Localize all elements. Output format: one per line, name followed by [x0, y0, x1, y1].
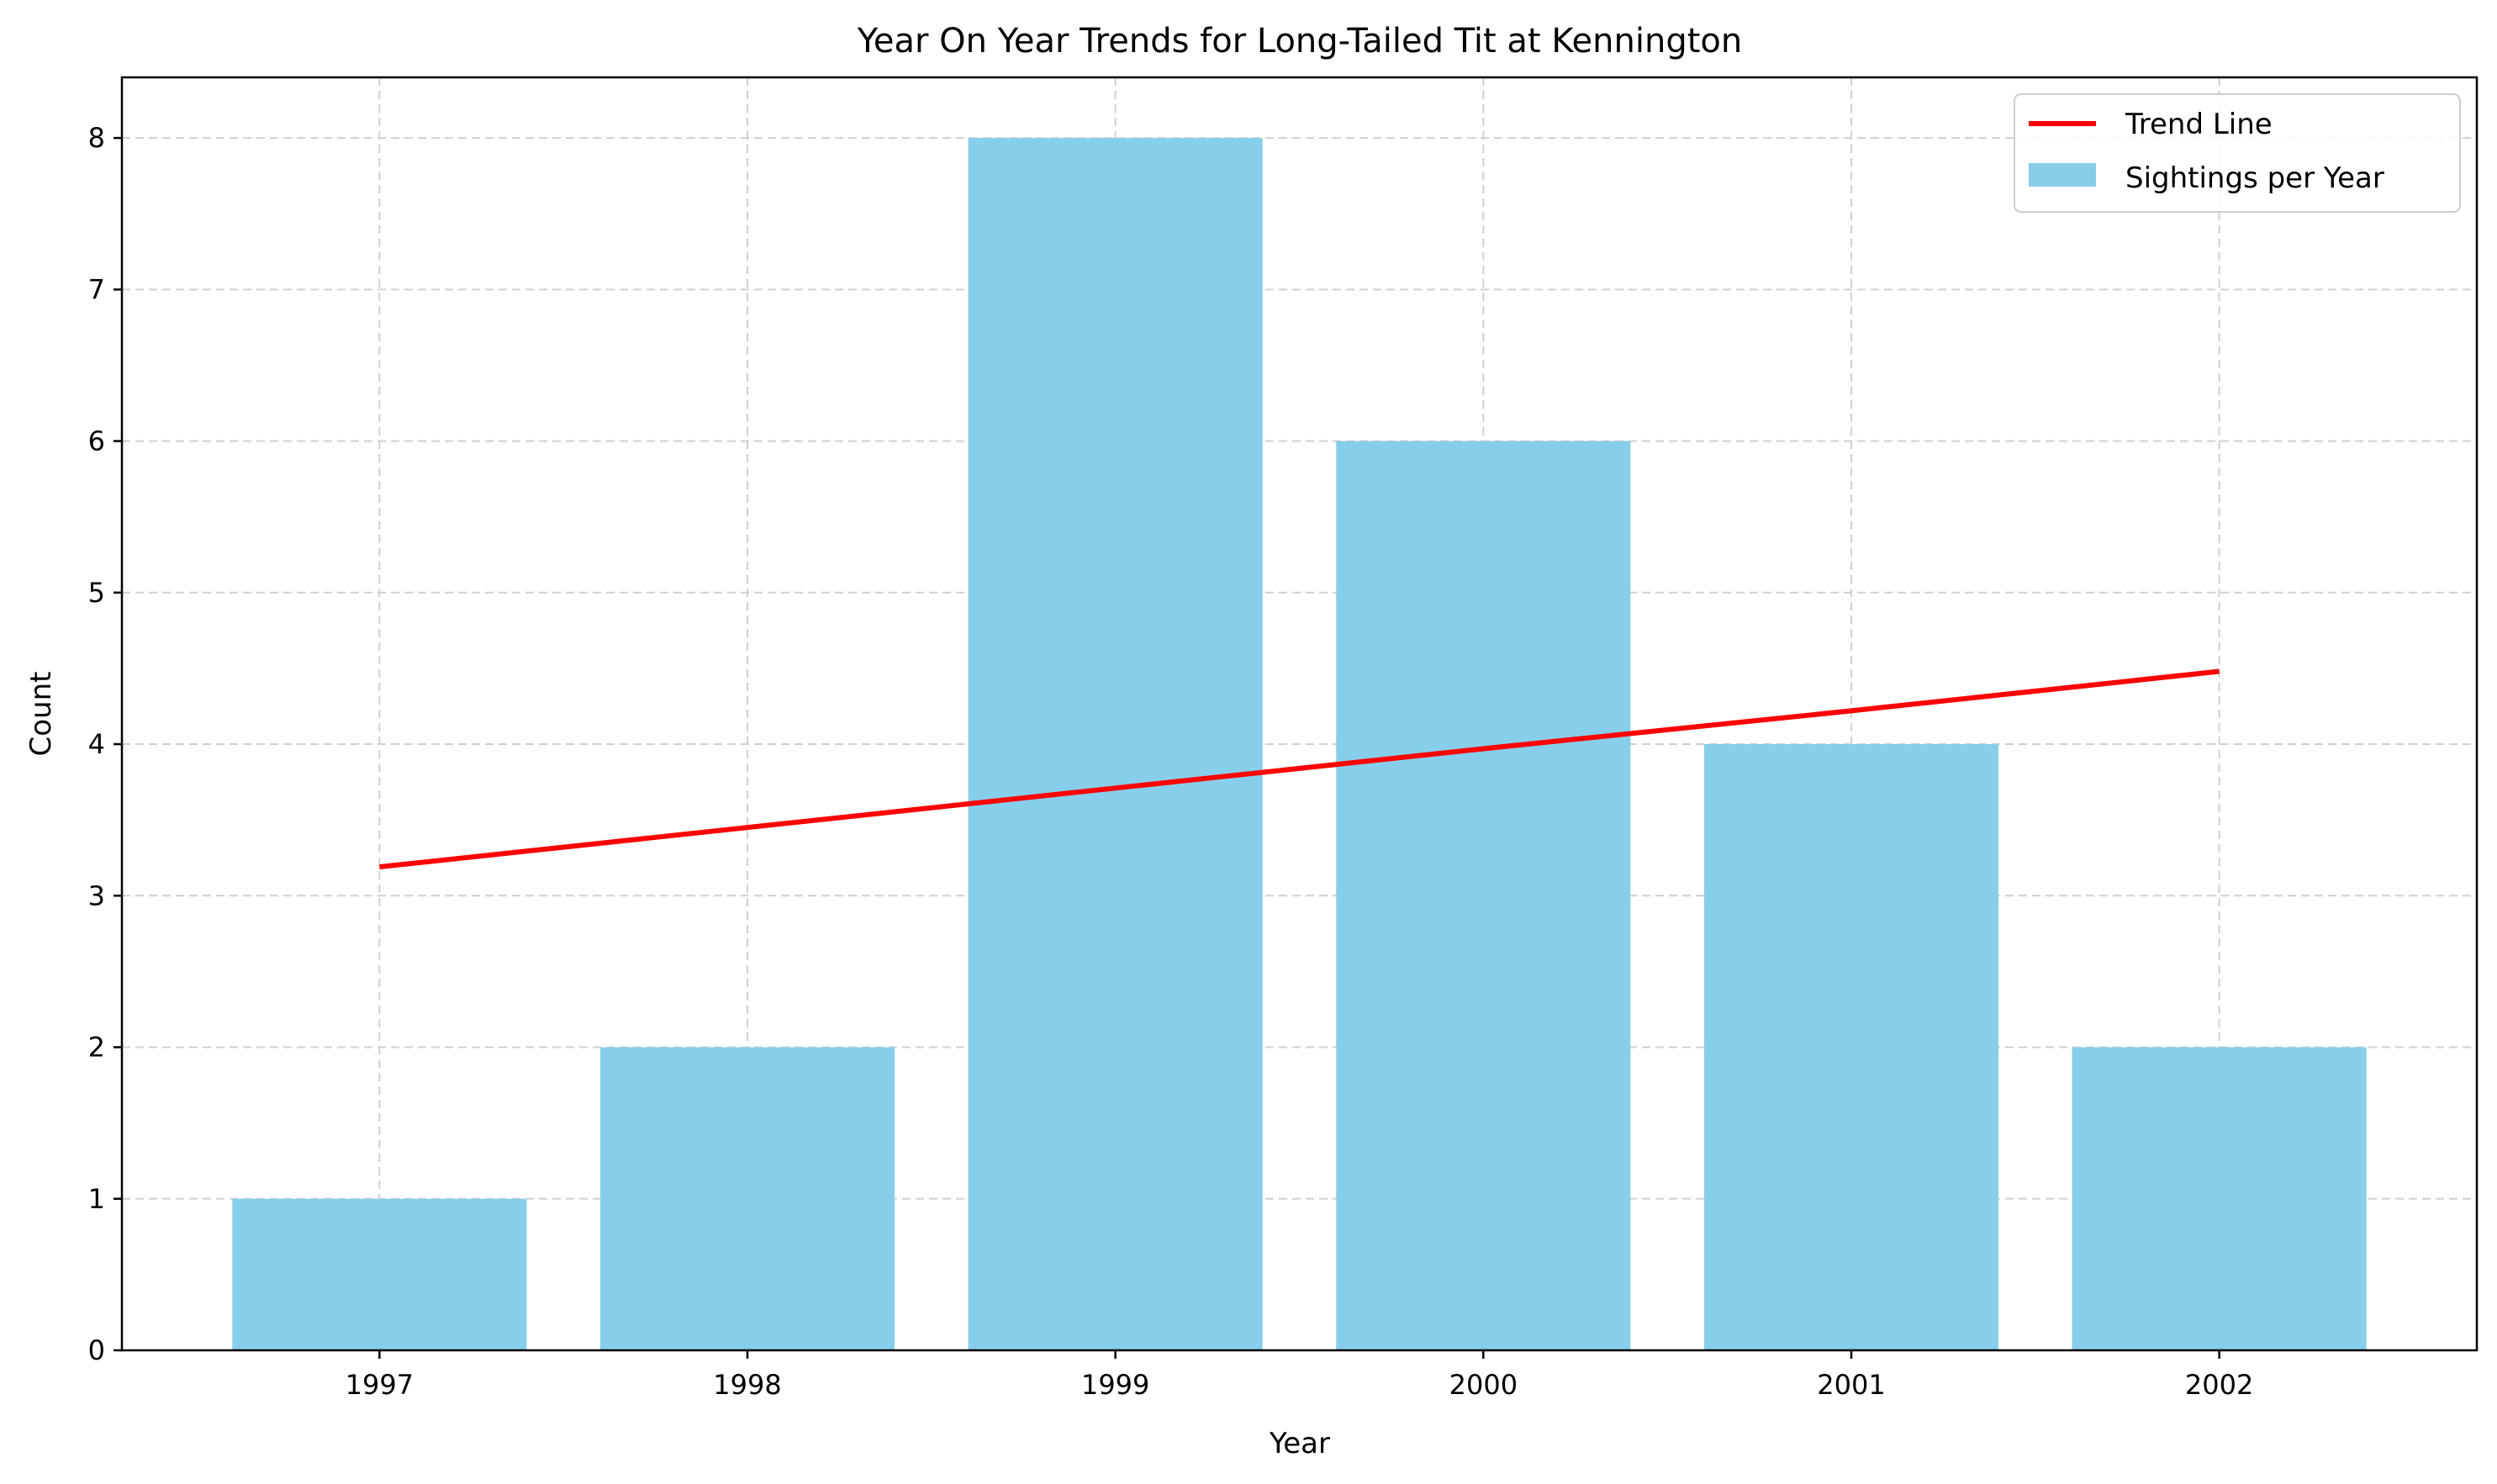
legend: Trend Line Sightings per Year — [2014, 93, 2461, 213]
chart-title: Year On Year Trends for Long-Tailed Tit … — [857, 22, 1742, 61]
bar-1999 — [968, 138, 1263, 1351]
bar-2001 — [1703, 744, 1999, 1350]
y-axis-label: Count — [24, 672, 58, 757]
bar-1997 — [232, 1198, 527, 1350]
y-tick-label: 8 — [88, 122, 105, 154]
legend-sightings-label: Sightings per Year — [2125, 161, 2384, 195]
x-tick-label: 1999 — [1081, 1369, 1149, 1401]
y-tick-label: 7 — [88, 273, 105, 305]
y-tick-label: 1 — [88, 1183, 105, 1215]
legend-trend-line-label: Trend Line — [2125, 108, 2273, 141]
bar-2002 — [2072, 1047, 2367, 1350]
y-tick-label: 6 — [88, 425, 105, 457]
x-tick-label: 2001 — [1817, 1369, 1885, 1401]
trend-line — [379, 668, 2220, 870]
x-axis-label: Year — [1269, 1427, 1330, 1460]
y-tick-label: 5 — [88, 577, 105, 609]
x-tick-label: 2002 — [2185, 1369, 2253, 1401]
bar-1998 — [599, 1047, 895, 1350]
legend-frame — [2014, 93, 2461, 213]
legend-sightings-swatch — [2029, 163, 2096, 187]
x-tick-label: 2000 — [1449, 1369, 1518, 1401]
plot-frame — [120, 76, 2479, 1352]
trend-line-layer — [379, 668, 2220, 870]
x-tick-label: 1998 — [713, 1369, 781, 1401]
tick-layer: 0 1 2 3 4 5 6 7 8 1997 1998 1999 2000 2001 2002 — [88, 122, 2254, 1401]
y-tick-label: 4 — [88, 728, 105, 760]
y-tick-label: 2 — [88, 1032, 105, 1064]
x-tick-label: 1997 — [346, 1369, 414, 1401]
bar-2000 — [1336, 441, 1631, 1350]
bar-layer — [232, 138, 2367, 1351]
y-tick-label: 3 — [88, 879, 105, 911]
y-tick-label: 0 — [88, 1334, 105, 1366]
